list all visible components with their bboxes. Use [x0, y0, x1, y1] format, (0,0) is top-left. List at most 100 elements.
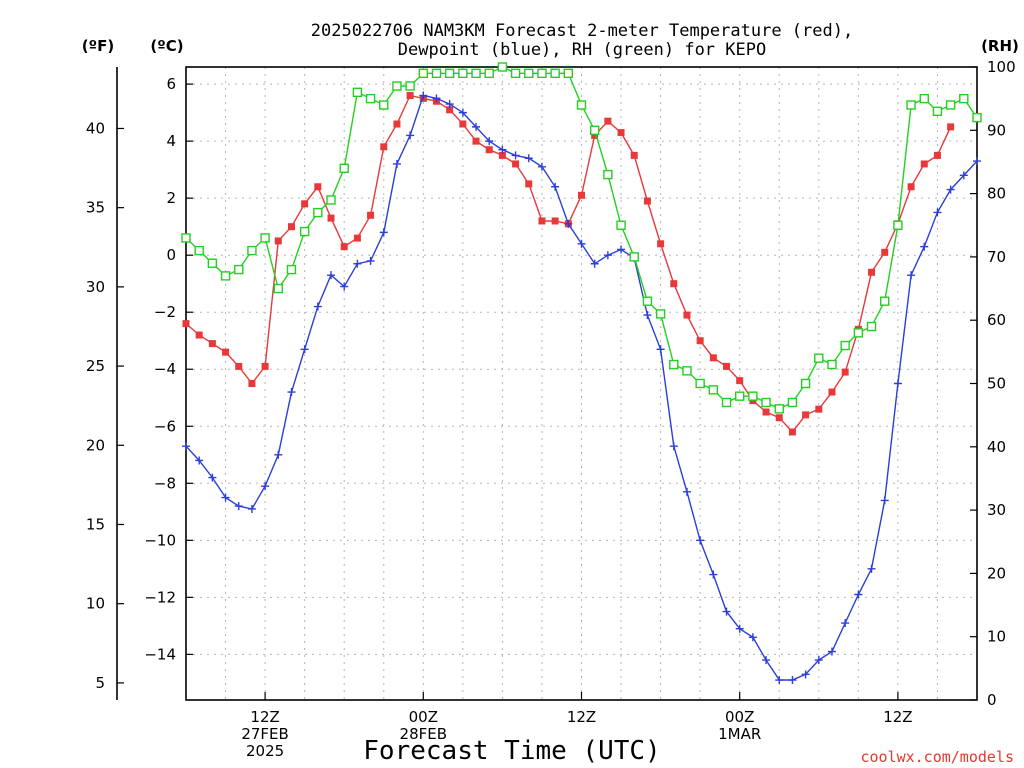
- dewpoint-point: [920, 242, 929, 251]
- dewpoint-point: [392, 159, 401, 168]
- x-tick-label: 12Z: [250, 708, 279, 726]
- dewpoint-point: [735, 624, 744, 633]
- dewpoint-point: [208, 473, 217, 482]
- temperature-point: [340, 243, 348, 251]
- rh-point: [550, 68, 560, 79]
- dewpoint-point: [458, 108, 467, 117]
- rh-point: [893, 220, 903, 230]
- rh-point: [194, 245, 204, 256]
- temperature-point: [841, 368, 849, 376]
- rh-point: [537, 68, 547, 79]
- rh-point: [260, 233, 270, 243]
- rh-point: [444, 68, 455, 79]
- temperature-point: [920, 160, 928, 168]
- rh-point: [735, 391, 745, 401]
- dewpoint-point: [959, 171, 968, 180]
- rh-tick-label: 0: [987, 691, 997, 709]
- rh-point: [814, 353, 824, 363]
- rh-tick-label: 80: [987, 185, 1006, 203]
- dewpoint-point: [656, 345, 665, 354]
- rh-point: [392, 81, 402, 91]
- rh-point: [576, 100, 587, 110]
- dewpoint-point: [682, 487, 691, 496]
- rh-point: [919, 93, 929, 104]
- celsius-tick-label: −14: [144, 645, 176, 663]
- rh-point: [207, 258, 218, 268]
- dewpoint-point: [827, 647, 836, 656]
- rh-point: [431, 68, 442, 79]
- rh-point: [853, 328, 864, 338]
- dewpoint-point: [366, 256, 375, 265]
- dewpoint-point: [247, 504, 256, 513]
- data-series: [181, 62, 982, 685]
- x-tick-label: 27FEB: [241, 725, 288, 743]
- dewpoint-point: [973, 157, 981, 166]
- temperature-point: [367, 211, 375, 219]
- dewpoint-point: [234, 502, 243, 511]
- rh-point: [510, 68, 521, 79]
- dewpoint-point: [221, 493, 230, 502]
- dewpoint-point: [801, 670, 810, 679]
- rh-point: [945, 100, 956, 110]
- rh-point: [352, 87, 363, 98]
- temperature-point: [538, 217, 546, 225]
- celsius-tick-label: 4: [166, 132, 176, 150]
- rh-tick-label: 60: [987, 311, 1006, 329]
- rh-point: [326, 195, 336, 205]
- dewpoint-point: [867, 564, 876, 573]
- rh-point: [365, 93, 376, 104]
- dewpoint-point: [340, 282, 349, 291]
- temperature-point: [512, 160, 520, 168]
- celsius-tick-label: 0: [166, 246, 176, 264]
- credit-text: coolwx.com/models: [860, 748, 1014, 766]
- temperature-point: [591, 131, 599, 139]
- temperature-point: [380, 143, 388, 151]
- temperature-point: [802, 411, 810, 419]
- rh-tick-label: 20: [987, 564, 1006, 582]
- x-axis-label: Forecast Time (UTC): [363, 736, 660, 766]
- temperature-point: [881, 248, 889, 256]
- x-tick-label: 12Z: [883, 708, 912, 726]
- temperature-point: [314, 183, 322, 191]
- rh-point: [880, 296, 890, 306]
- dewpoint-point: [445, 100, 454, 109]
- temperature-point: [788, 428, 796, 436]
- celsius-tick-label: −10: [144, 531, 176, 549]
- dewpoint-point: [327, 271, 336, 280]
- temperature-point: [222, 348, 230, 356]
- rh-point: [286, 264, 297, 275]
- temperature-point: [657, 240, 665, 248]
- rh-tick-label: 90: [987, 121, 1006, 139]
- rh-point: [787, 397, 798, 408]
- rh-point: [721, 397, 732, 408]
- chart-title-line1: 2025022706 NAM3KM Forecast 2-meter Tempe…: [311, 21, 853, 41]
- rh-point: [642, 296, 653, 306]
- dewpoint-point: [511, 151, 520, 160]
- dewpoint-point: [669, 442, 678, 451]
- temperature-point: [235, 362, 243, 370]
- dewpoint-point: [748, 633, 757, 642]
- dewpoint-point: [841, 619, 850, 628]
- dewpoint-point: [485, 137, 494, 146]
- dewpoint-point: [537, 162, 546, 171]
- x-tick-label: 00Z: [409, 708, 438, 726]
- rh-point: [379, 100, 389, 110]
- temperature-point: [327, 214, 335, 222]
- rh-tick-label: 40: [987, 438, 1006, 456]
- temperature-point: [459, 120, 467, 128]
- temperature-point: [525, 180, 533, 188]
- rh-point: [827, 359, 837, 370]
- rh-point: [866, 321, 877, 332]
- temperature-point: [195, 331, 203, 339]
- x-tick-label: 12Z: [567, 708, 596, 726]
- temperature-point: [551, 217, 559, 225]
- rh-tick-label: 100: [987, 58, 1016, 76]
- celsius-tick-label: −4: [154, 360, 176, 378]
- dewpoint-point: [274, 450, 283, 459]
- dewpoint-point: [775, 676, 784, 685]
- rh-point: [616, 220, 626, 230]
- temperature-point: [301, 200, 309, 208]
- rh-point: [418, 68, 428, 79]
- temperature-point: [828, 388, 836, 396]
- x-tick-label: 00Z: [725, 708, 754, 726]
